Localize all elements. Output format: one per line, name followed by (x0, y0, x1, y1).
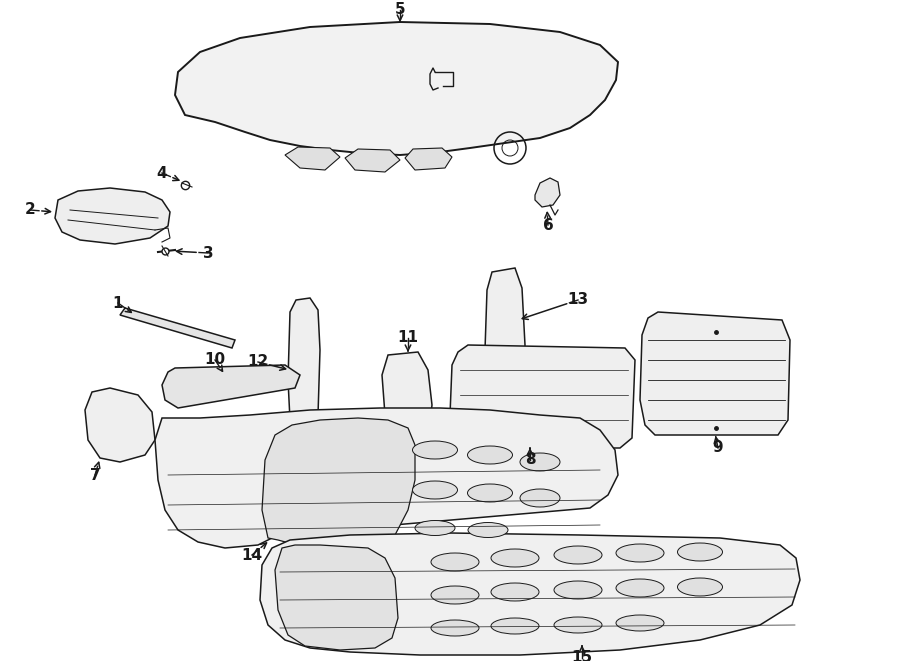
Ellipse shape (467, 446, 512, 464)
Text: 7: 7 (90, 467, 100, 483)
Polygon shape (262, 418, 415, 548)
Polygon shape (85, 388, 155, 462)
Ellipse shape (616, 579, 664, 597)
Ellipse shape (520, 453, 560, 471)
Ellipse shape (412, 481, 457, 499)
Ellipse shape (554, 581, 602, 599)
Ellipse shape (415, 520, 455, 535)
Ellipse shape (554, 546, 602, 564)
Polygon shape (405, 148, 452, 170)
Ellipse shape (412, 441, 457, 459)
Text: 5: 5 (395, 3, 405, 17)
Polygon shape (162, 365, 300, 408)
Text: 2: 2 (24, 202, 35, 217)
Polygon shape (55, 188, 170, 244)
Ellipse shape (491, 549, 539, 567)
Ellipse shape (520, 489, 560, 507)
Polygon shape (500, 425, 518, 440)
Polygon shape (345, 149, 400, 172)
Ellipse shape (554, 617, 602, 633)
Polygon shape (485, 268, 525, 435)
Polygon shape (460, 448, 477, 467)
Text: 15: 15 (572, 650, 592, 661)
Ellipse shape (491, 583, 539, 601)
Polygon shape (640, 312, 790, 435)
Ellipse shape (431, 553, 479, 571)
Ellipse shape (678, 543, 723, 561)
Polygon shape (382, 352, 432, 452)
Text: 3: 3 (202, 245, 213, 260)
Text: 9: 9 (713, 440, 724, 455)
Text: 10: 10 (204, 352, 226, 368)
Text: 14: 14 (241, 547, 263, 563)
Text: 1: 1 (112, 295, 123, 311)
Ellipse shape (491, 618, 539, 634)
Polygon shape (120, 308, 235, 348)
Text: 8: 8 (525, 453, 535, 467)
Ellipse shape (678, 578, 723, 596)
Polygon shape (260, 533, 800, 655)
Ellipse shape (468, 522, 508, 537)
Ellipse shape (616, 544, 664, 562)
Polygon shape (288, 298, 320, 445)
Polygon shape (275, 545, 398, 650)
Text: 13: 13 (567, 293, 589, 307)
Text: 4: 4 (157, 165, 167, 180)
Ellipse shape (616, 615, 664, 631)
Text: 12: 12 (248, 354, 268, 369)
Polygon shape (450, 345, 635, 448)
Polygon shape (175, 22, 618, 155)
Ellipse shape (431, 620, 479, 636)
Text: 6: 6 (543, 217, 553, 233)
Ellipse shape (467, 484, 512, 502)
Text: 11: 11 (398, 330, 418, 346)
Polygon shape (155, 408, 618, 548)
Ellipse shape (431, 586, 479, 604)
Polygon shape (285, 147, 340, 170)
Polygon shape (535, 178, 560, 207)
